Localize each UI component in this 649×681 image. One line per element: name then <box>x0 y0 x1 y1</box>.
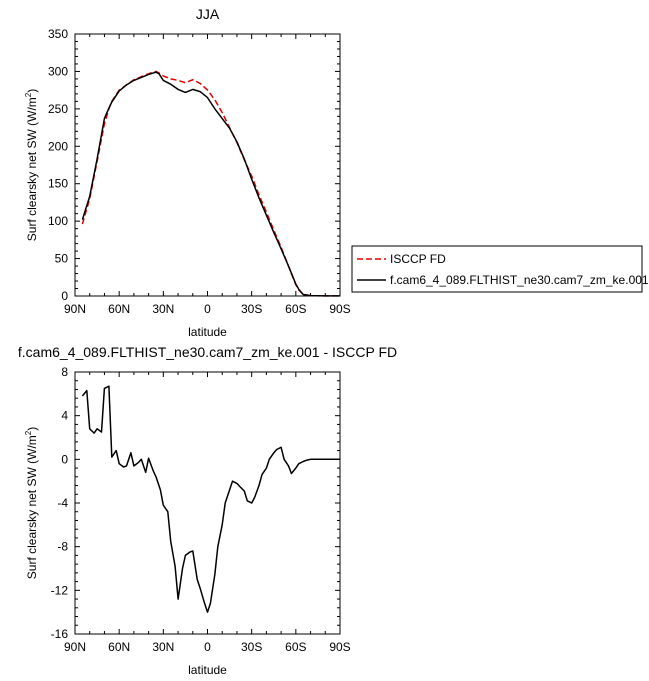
legend: ISCCP FD f.cam6_4_089.FLTHIST_ne30.cam7_… <box>351 245 649 293</box>
bottom-y-tick-label: -16 <box>51 627 69 641</box>
top-plot-area: 90N 60N 30N 0 30S 60S 90S 0 50 100 150 200 250 300 350 <box>48 27 351 316</box>
legend-label-isccp: ISCCP FD <box>390 252 446 266</box>
bottom-y-tick-label: 8 <box>61 365 68 379</box>
bottom-y-tick-label: 0 <box>61 452 68 466</box>
top-x-tick-label: 90S <box>329 302 350 316</box>
bottom-y-axis-label: Surf clearsky net SW (W/m2) <box>24 427 39 579</box>
top-x-tick-label: 60N <box>108 302 130 316</box>
top-panel: JJA 90N 60N 30N 0 30S 60S 90S 0 50 100 150 200 250 30… <box>24 6 351 339</box>
bottom-y-tick-label: -12 <box>51 583 69 597</box>
top-y-tick-label: 300 <box>48 64 68 78</box>
bottom-x-tick-label: 90S <box>329 640 350 654</box>
top-x-axis-label: latitude <box>188 325 227 339</box>
bottom-y-tick-label: -4 <box>57 496 68 510</box>
bottom-plot-frame <box>74 371 341 635</box>
top-y-tick-label: 0 <box>61 289 68 303</box>
top-series-line-0 <box>81 70 340 297</box>
top-chart-title: JJA <box>196 6 220 22</box>
bottom-x-tick-label: 60N <box>108 640 130 654</box>
bottom-panel: f.cam6_4_089.FLTHIST_ne30.cam7_zm_ke.001… <box>18 344 397 677</box>
legend-box <box>351 245 643 293</box>
top-x-tick-label: 90N <box>64 302 86 316</box>
legend-label-model: f.cam6_4_089.FLTHIST_ne30.cam7_zm_ke.001 <box>390 273 649 287</box>
bottom-y-tick-label: 4 <box>61 409 68 423</box>
bottom-series-line-0 <box>81 385 340 613</box>
bottom-x-tick-label: 30S <box>241 640 262 654</box>
bottom-x-tick-label: 90N <box>64 640 86 654</box>
top-y-tick-label: 100 <box>48 214 68 228</box>
top-x-tick-label: 60S <box>285 302 306 316</box>
bottom-x-tick-label: 60S <box>285 640 306 654</box>
top-plot-frame <box>74 33 341 297</box>
top-x-tick-label: 30N <box>152 302 174 316</box>
top-x-tick-label: 30S <box>241 302 262 316</box>
top-y-tick-label: 50 <box>55 252 69 266</box>
bottom-chart-title: f.cam6_4_089.FLTHIST_ne30.cam7_zm_ke.001… <box>18 344 397 360</box>
bottom-x-axis-label: latitude <box>188 663 227 677</box>
top-series-line-1 <box>81 71 340 297</box>
top-x-tick-label: 0 <box>204 302 211 316</box>
bottom-x-tick-label: 0 <box>204 640 211 654</box>
top-y-tick-label: 200 <box>48 139 68 153</box>
top-y-tick-label: 150 <box>48 177 68 191</box>
bottom-plot-area: 90N 60N 30N 0 30S 60S 90S -16 -12 -8 -4 0 4 8 <box>51 365 351 654</box>
top-y-tick-label: 250 <box>48 102 68 116</box>
top-y-tick-label: 350 <box>48 27 68 41</box>
bottom-y-tick-label: -8 <box>57 540 68 554</box>
bottom-x-tick-label: 30N <box>152 640 174 654</box>
top-y-axis-label: Surf clearsky net SW (W/m2) <box>24 89 39 241</box>
